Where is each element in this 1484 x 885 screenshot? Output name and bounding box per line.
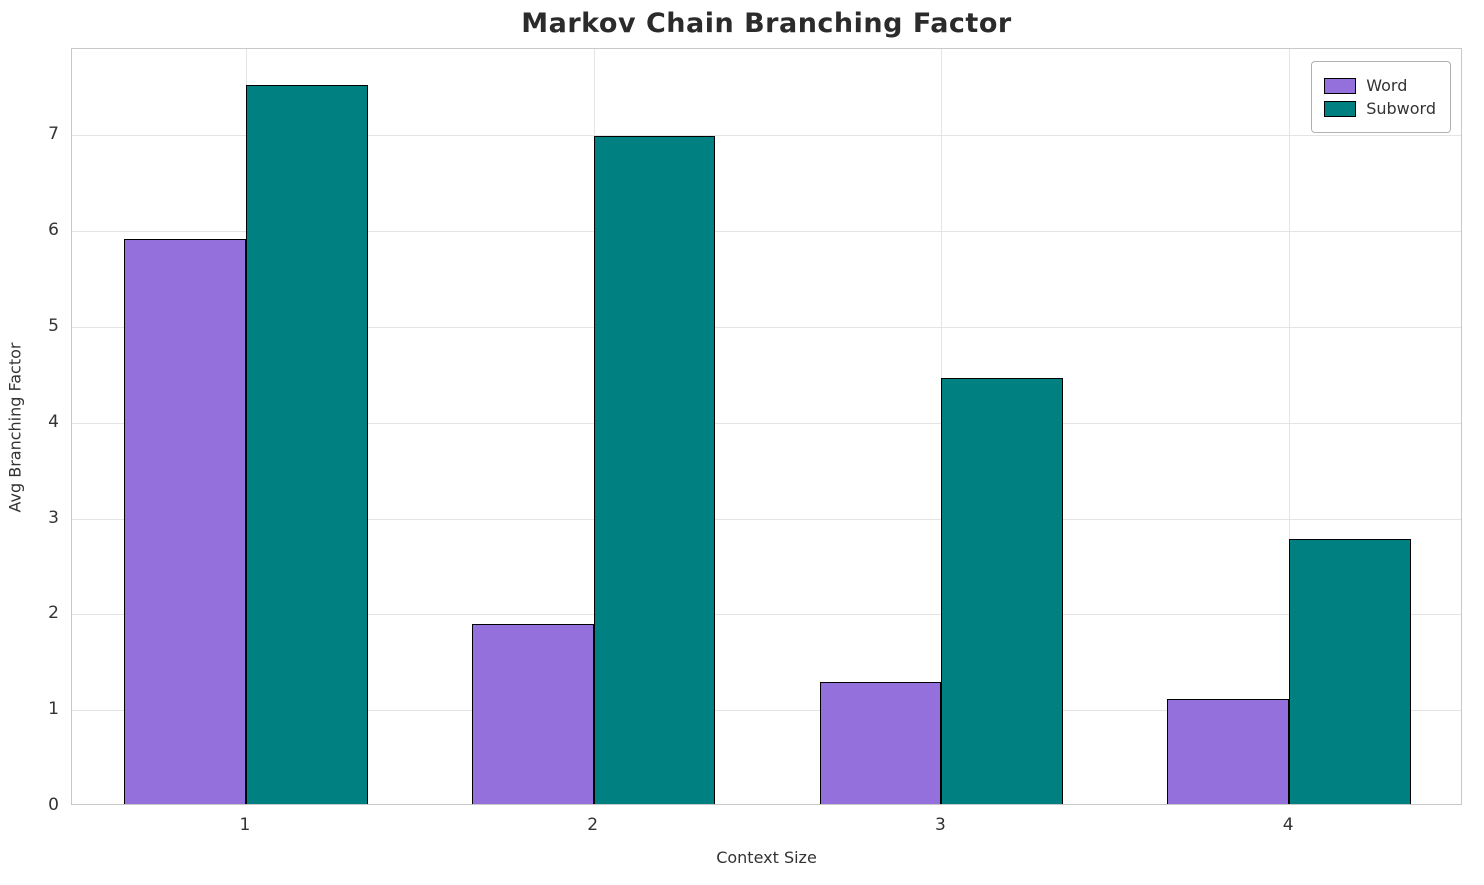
plot-area: Word Subword <box>71 48 1462 805</box>
legend-swatch-subword <box>1324 100 1357 117</box>
bar-subword-1 <box>245 85 368 804</box>
gridline-horizontal <box>72 614 1461 616</box>
bar-subword-4 <box>1289 538 1411 804</box>
x-tick-label: 3 <box>934 815 946 835</box>
legend-label-word: Word <box>1366 76 1408 95</box>
y-tick-label: 5 <box>48 315 59 336</box>
legend-swatch-word <box>1324 77 1357 94</box>
gridline-horizontal <box>72 518 1461 520</box>
gridline-horizontal <box>72 231 1461 233</box>
x-tick-label: 2 <box>587 815 599 835</box>
x-tick-label: 4 <box>1282 815 1294 835</box>
legend-entry-subword: Subword <box>1324 99 1436 118</box>
gridline-horizontal <box>72 422 1461 424</box>
legend-entry-word: Word <box>1324 76 1436 95</box>
y-tick-label: 3 <box>48 507 59 528</box>
bar-word-2 <box>471 623 594 804</box>
bar-subword-2 <box>593 136 716 804</box>
y-tick-label: 1 <box>48 699 59 720</box>
bar-word-3 <box>819 682 942 804</box>
y-tick-label: 0 <box>48 795 59 815</box>
chart-title: Markov Chain Branching Factor <box>521 8 1012 39</box>
y-tick-label: 4 <box>48 411 59 432</box>
y-tick-label: 7 <box>48 124 59 145</box>
bar-subword-3 <box>941 377 1064 804</box>
legend-label-subword: Subword <box>1366 99 1436 118</box>
bar-word-4 <box>1167 698 1290 804</box>
x-axis-label: Context Size <box>716 848 817 867</box>
y-tick-label: 2 <box>48 603 59 624</box>
gridline-horizontal <box>72 710 1461 712</box>
y-tick-label: 6 <box>48 220 59 241</box>
x-tick-label: 1 <box>239 815 251 835</box>
legend: Word Subword <box>1311 61 1451 133</box>
gridline-horizontal <box>72 326 1461 328</box>
gridline-vertical <box>1289 49 1291 804</box>
bar-word-1 <box>124 238 246 804</box>
gridline-horizontal <box>72 135 1461 137</box>
